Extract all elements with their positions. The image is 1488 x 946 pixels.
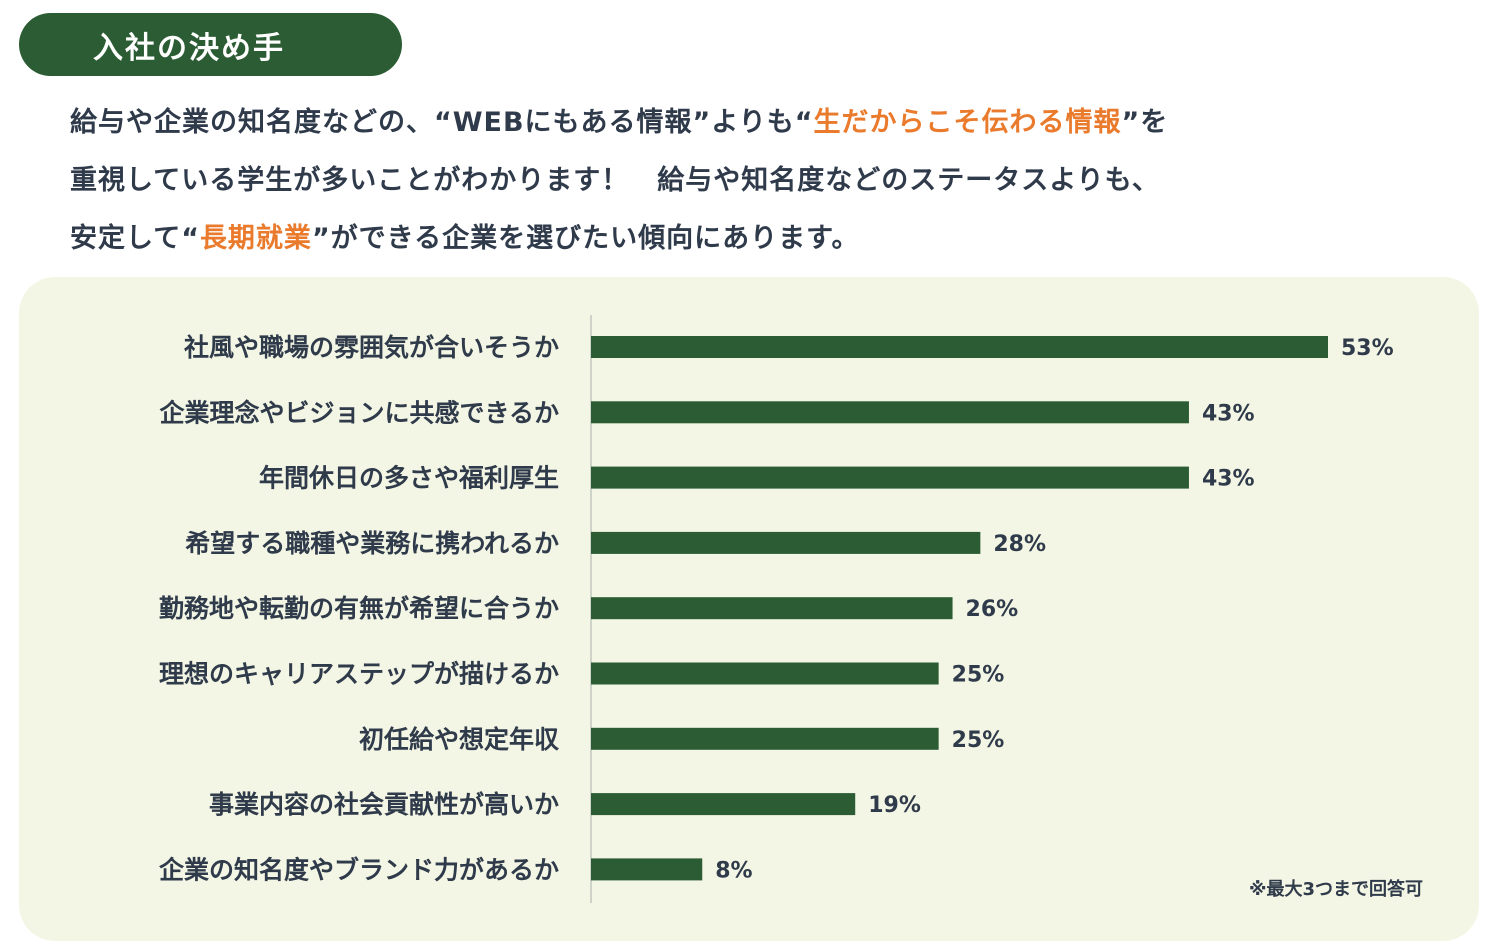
bar [591,597,953,620]
value-label: 19% [868,793,921,818]
bar-chart: 社風や職場の雰囲気が合いそうか 53% 企業理念やビジョンに共感できるか 43% 年間休… [159,315,1394,903]
intro-highlight-live-info: 生だからこそ伝わる情報 [813,107,1122,138]
intro-line-1-part-a: 給与や企業の知名度などの、“WEBにもある情報”よりも“ [70,107,814,138]
category-label: 初任給や想定年収 [359,725,560,754]
category-label: 希望する職種や業務に携われるか [185,529,559,558]
value-label: 43% [1202,467,1255,492]
section-title: 入社の決め手 [93,30,285,66]
value-label: 28% [993,532,1046,557]
bar [591,401,1189,424]
value-label: 25% [952,663,1005,688]
category-label: 勤務地や転勤の有無が希望に合うか [159,594,559,623]
value-label: 25% [952,728,1005,753]
bar [591,727,939,750]
intro-line-1-part-b: ”を [1121,107,1169,138]
intro-text: 給与や企業の知名度などの、“WEBにもある情報”よりも“生だからこそ伝わる情報”… [70,100,1470,274]
category-label: 理想のキャリアステップが描けるか [159,660,559,689]
section-title-badge: 入社の決め手 [19,13,402,76]
intro-line-3: 安定して“長期就業”ができる企業を選びたい傾向にあります。 [70,216,1470,274]
value-label: 43% [1202,401,1255,426]
category-label: 社風や職場の雰囲気が合いそうか [184,333,559,362]
intro-line-1: 給与や企業の知名度などの、“WEBにもある情報”よりも“生だからこそ伝わる情報”… [70,100,1470,158]
footnote: ※最大3つまで回答可 [1248,879,1423,900]
bar [591,466,1189,489]
intro-line-3-part-a: 安定して“ [70,223,200,254]
bar [591,858,703,881]
value-label: 8% [715,858,752,883]
category-label: 事業内容の社会貢献性が高いか [209,790,559,819]
chart-panel: 社風や職場の雰囲気が合いそうか 53% 企業理念やビジョンに共感できるか 43% 年間休… [19,277,1479,941]
intro-line-2: 重視している学生が多いことがわかります！ 給与や知名度などのステータスよりも、 [70,165,1160,196]
category-label: 企業の知名度やブランド力があるか [159,855,559,884]
intro-line-3-part-b: ”ができる企業を選びたい傾向にあります。 [311,223,860,254]
bar [591,793,856,816]
value-label: 26% [966,597,1019,622]
category-label: 企業理念やビジョンに共感できるか [159,398,559,427]
bar [591,531,981,554]
bar [591,662,939,685]
category-label: 年間休日の多さや福利厚生 [259,464,559,493]
intro-highlight-long-term: 長期就業 [199,223,312,254]
bar [591,336,1328,358]
value-label: 53% [1341,336,1394,361]
